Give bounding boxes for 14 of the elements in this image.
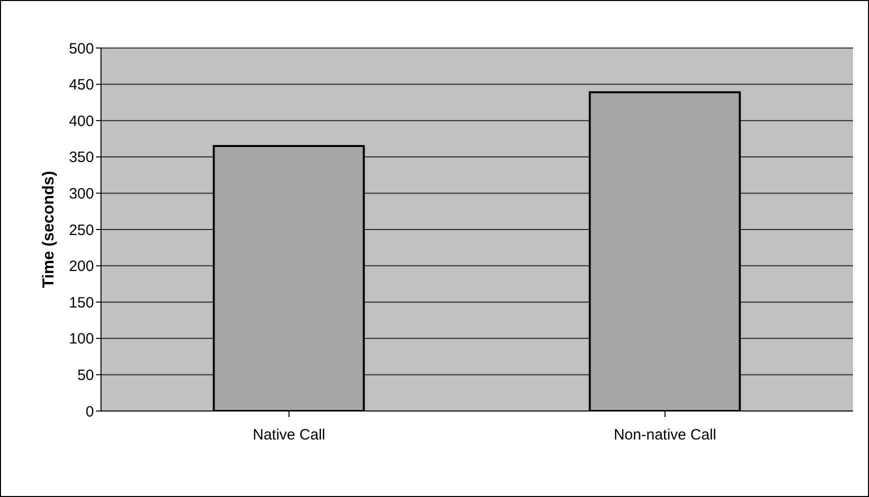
x-tick-label: Non-native Call xyxy=(614,426,716,444)
y-axis-title: Time (seconds) xyxy=(40,170,58,288)
y-tick-label: 150 xyxy=(68,294,94,312)
y-tick-label: 450 xyxy=(68,76,94,94)
y-tick-label: 350 xyxy=(68,149,94,166)
x-tick-label: Native Call xyxy=(252,426,326,444)
y-tick-label: 100 xyxy=(68,330,94,348)
y-tick-label: 300 xyxy=(68,186,94,203)
y-tick-label: 0 xyxy=(86,403,94,420)
y-tick-label: 400 xyxy=(68,112,94,130)
y-tick-label: 200 xyxy=(68,258,94,276)
y-tick-label: 500 xyxy=(68,40,94,58)
y-tick-label: 250 xyxy=(68,222,94,239)
y-tick-label: 50 xyxy=(77,367,94,384)
